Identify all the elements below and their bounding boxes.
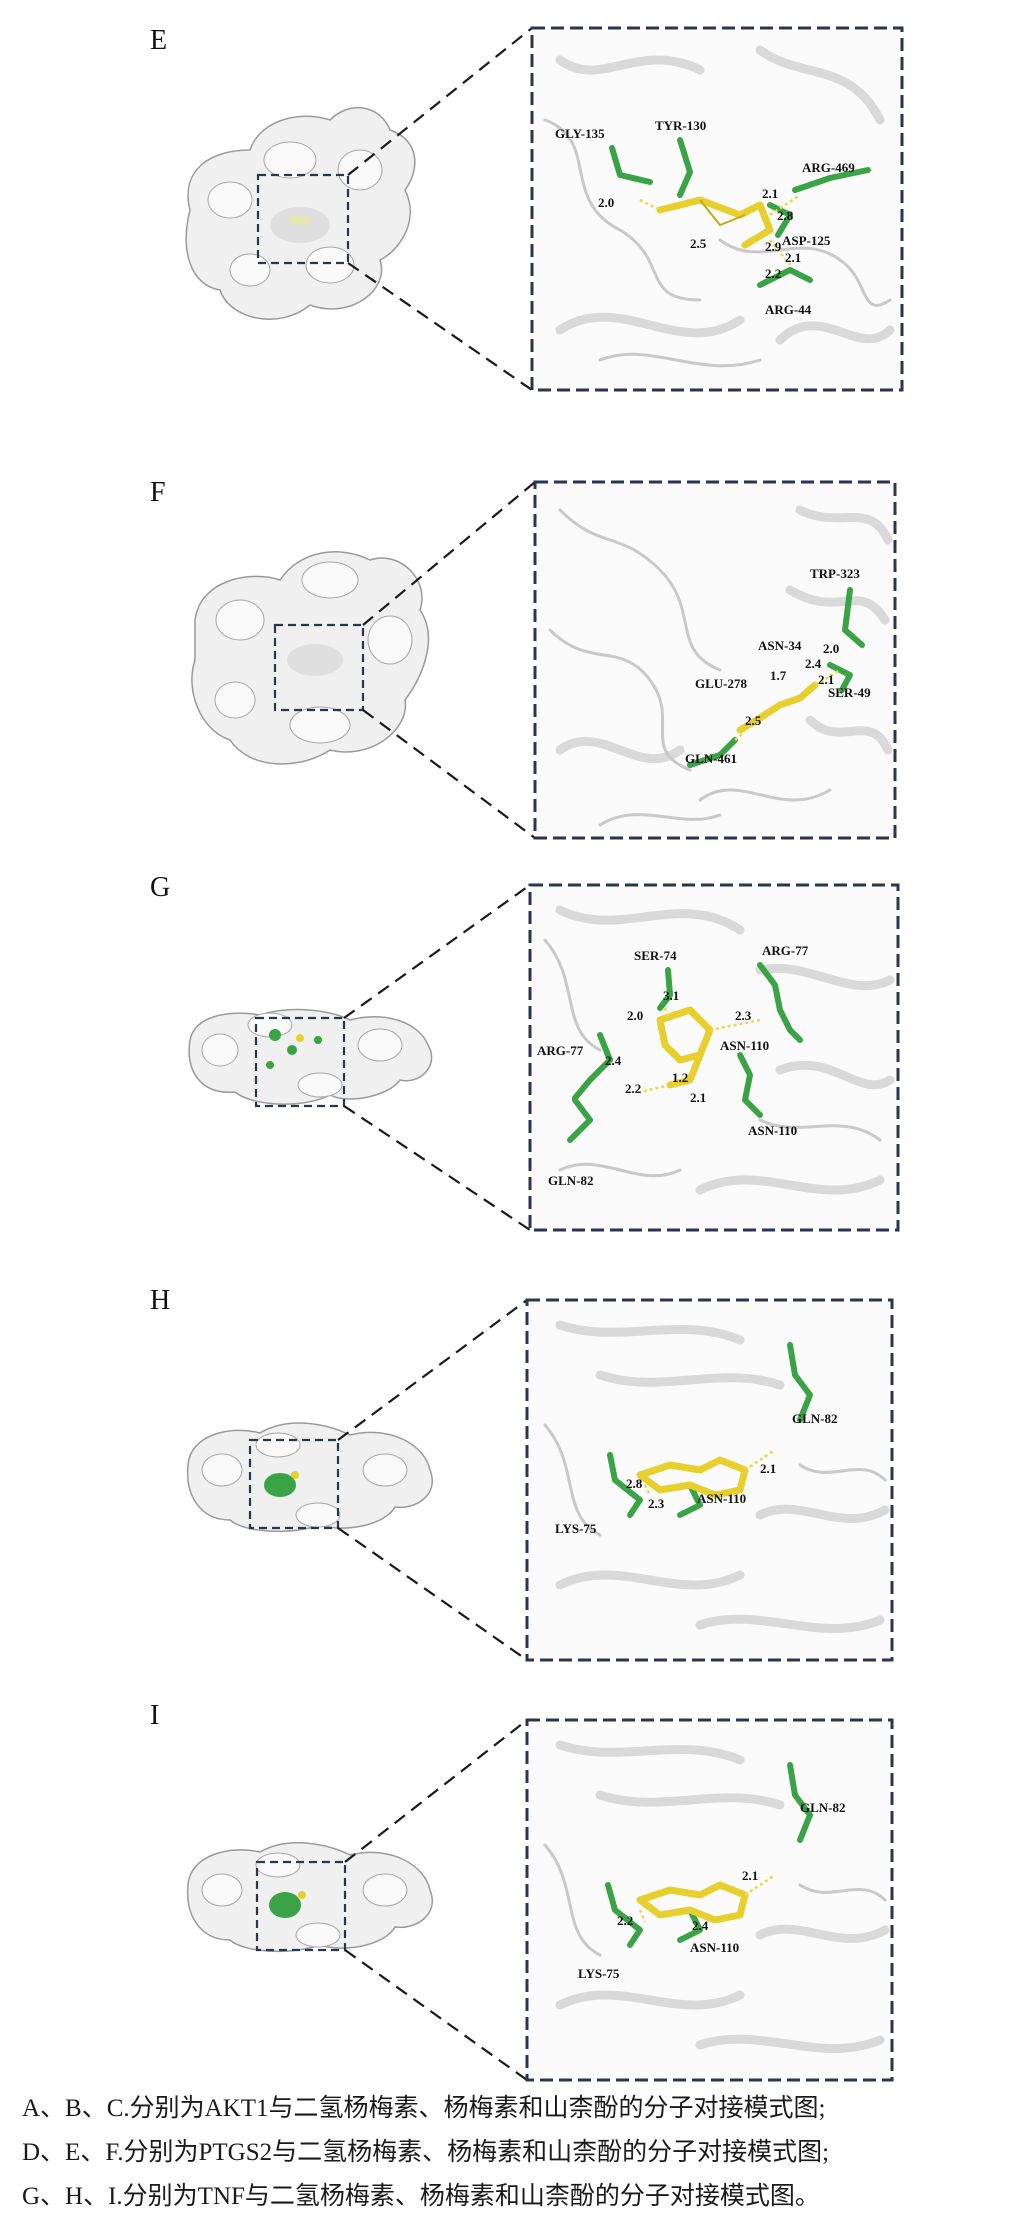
distance-label: 2.4 — [692, 1918, 709, 1933]
zoom-frame — [528, 883, 900, 1232]
distance-label: 2.0 — [823, 641, 839, 656]
selection-box — [255, 1860, 347, 1952]
panel-i: I GLN-82 — [0, 1700, 1020, 2085]
distance-label: 2.2 — [765, 266, 781, 281]
residue-label: GLN-82 — [548, 1173, 594, 1188]
residue-label: TYR-130 — [655, 118, 706, 133]
residue-label: LYS-75 — [555, 1521, 597, 1536]
residue-label: ASN-110 — [697, 1491, 746, 1506]
panel-letter: F — [150, 477, 166, 508]
zoom-view: GLY-135 TYR-130 ARG-469 ASP-125 ARG-44 2… — [530, 26, 904, 392]
docking-figure-f: TRP-323 ASN-34 GLU-278 SER-49 GLN-461 2.… — [191, 480, 897, 840]
leader-line-top — [344, 1719, 528, 1863]
protein-surface — [188, 1008, 433, 1105]
zoom-view: SER-74 ARG-77 ARG-77 ASN-110 ASN-110 GLN… — [528, 883, 900, 1232]
zoom-frame — [525, 1718, 894, 2082]
panel-letter: G — [150, 872, 171, 903]
distance-label: 2.3 — [648, 1496, 665, 1511]
distance-label: 2.4 — [805, 656, 822, 671]
selection-box — [248, 1438, 340, 1530]
selection-box — [273, 623, 365, 712]
docking-figure-e: GLY-135 TYR-130 ARG-469 ASP-125 ARG-44 2… — [185, 26, 904, 392]
zoom-view: GLN-82 ASN-110 LYS-75 2.8 2.3 2.1 — [525, 1298, 894, 1662]
leader-line-top — [343, 884, 531, 1019]
distance-label: 2.5 — [745, 713, 762, 728]
distance-label: 3.1 — [663, 988, 679, 1003]
leader-line-top — [362, 481, 536, 626]
distance-label: 1.2 — [672, 1070, 688, 1085]
docking-figure-h: GLN-82 ASN-110 LYS-75 2.8 2.3 2.1 — [186, 1298, 894, 1662]
panel-e: E — [0, 0, 1020, 400]
residue-label: GLU-278 — [695, 676, 748, 691]
distance-label: 2.1 — [760, 1461, 776, 1476]
distance-label: 2.4 — [605, 1053, 622, 1068]
zoom-frame — [533, 480, 897, 840]
leader-line-top — [337, 1299, 528, 1441]
leader-line-top — [347, 27, 533, 176]
leader-line-bottom — [344, 1949, 528, 2081]
residue-label: ASN-34 — [758, 638, 802, 653]
residue-label: ARG-77 — [762, 943, 809, 958]
zoom-view: GLN-82 ASN-110 LYS-75 2.1 2.2 2.4 — [525, 1718, 894, 2082]
protein-surface — [186, 1842, 433, 1953]
panel-letter: H — [150, 1285, 171, 1316]
residue-label: SER-74 — [634, 948, 677, 963]
residue-label: ASN-110 — [690, 1940, 739, 1955]
leader-line-bottom — [347, 262, 533, 391]
residue-label: ARG-77 — [537, 1043, 584, 1058]
distance-label: 2.1 — [742, 1868, 758, 1883]
panel-f: F TRP-3 — [0, 470, 1020, 850]
distance-label: 1.7 — [770, 668, 787, 683]
protein-surface — [186, 1422, 433, 1533]
caption-line: D、E、F.分别为PTGS2与二氢杨梅素、杨梅素和山柰酚的分子对接模式图; — [22, 2139, 830, 2166]
distance-label: 2.2 — [617, 1913, 633, 1928]
zoom-frame — [525, 1298, 894, 1662]
docking-figure-i: GLN-82 ASN-110 LYS-75 2.1 2.2 2.4 — [186, 1718, 894, 2082]
distance-label: 2.2 — [625, 1081, 641, 1096]
panel-letter: E — [150, 25, 168, 56]
panel-h: H GLN-82 — [0, 1285, 1020, 1665]
docking-figure-g: SER-74 ARG-77 ARG-77 ASN-110 ASN-110 GLN… — [188, 883, 900, 1232]
leader-line-bottom — [337, 1527, 528, 1661]
protein-surface — [185, 106, 416, 320]
panel-g: G — [0, 870, 1020, 1240]
residue-label: GLN-82 — [792, 1411, 838, 1426]
selection-box — [254, 1016, 346, 1108]
residue-label: SER-49 — [828, 685, 871, 700]
leader-line-bottom — [343, 1105, 531, 1231]
residue-label: GLN-82 — [800, 1800, 846, 1815]
distance-label: 2.9 — [765, 239, 782, 254]
distance-label: 2.5 — [690, 236, 707, 251]
panel-letter: I — [150, 1700, 160, 1731]
caption-line: A、B、C.分别为AKT1与二氢杨梅素、杨梅素和山柰酚的分子对接模式图; — [22, 2095, 826, 2122]
distance-label: 2.1 — [762, 186, 778, 201]
residue-label: GLY-135 — [555, 126, 605, 141]
residue-label: ASP-125 — [782, 233, 831, 248]
distance-label: 2.0 — [627, 1008, 643, 1023]
protein-surface — [191, 551, 430, 765]
distance-label: 2.1 — [690, 1090, 706, 1105]
residue-label: ASN-110 — [748, 1123, 797, 1138]
selection-box — [256, 173, 350, 265]
distance-label: 2.0 — [598, 195, 614, 210]
residue-label: TRP-323 — [810, 566, 860, 581]
zoom-view: TRP-323 ASN-34 GLU-278 SER-49 GLN-461 2.… — [533, 480, 897, 840]
distance-label: 2.1 — [818, 672, 834, 687]
residue-label: ASN-110 — [720, 1038, 769, 1053]
residue-label: GLN-461 — [685, 751, 737, 766]
residue-label: LYS-75 — [578, 1966, 620, 1981]
residue-label: ARG-469 — [802, 160, 855, 175]
distance-label: 2.8 — [777, 208, 794, 223]
caption-line: G、H、I.分别为TNF与二氢杨梅素、杨梅素和山柰酚的分子对接模式图。 — [22, 2183, 820, 2210]
distance-label: 2.3 — [735, 1008, 752, 1023]
leader-line-bottom — [362, 709, 536, 839]
residue-label: ARG-44 — [765, 302, 812, 317]
distance-label: 2.1 — [785, 250, 801, 265]
distance-label: 2.8 — [626, 1476, 643, 1491]
